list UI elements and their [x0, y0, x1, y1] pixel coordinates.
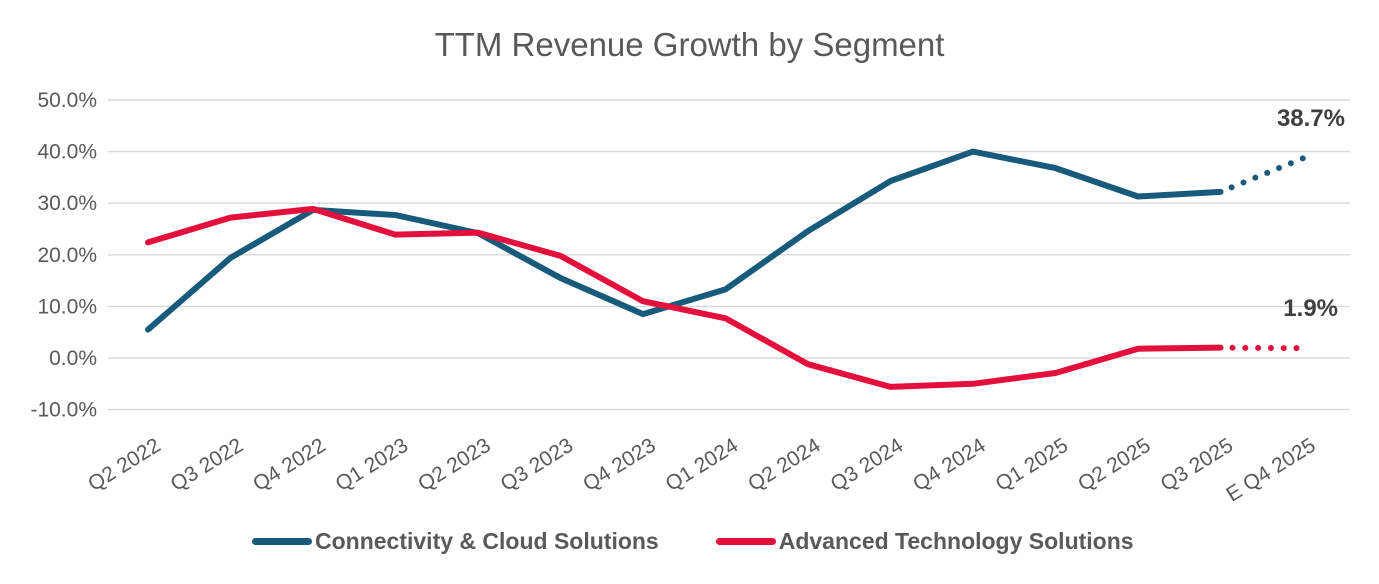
x-axis-tick-label: Q1 2024 — [662, 434, 743, 496]
x-axis-tick-label: E Q4 2025 — [1222, 434, 1319, 507]
x-axis-tick-label: Q4 2022 — [249, 434, 330, 496]
x-axis-tick-label: Q2 2023 — [414, 434, 495, 496]
x-axis-tick-label: Q2 2025 — [1074, 434, 1155, 496]
legend-label-advanced-tech: Advanced Technology Solutions — [778, 528, 1134, 554]
x-axis-tick-label: Q1 2025 — [992, 434, 1073, 496]
x-axis-tick-label: Q3 2023 — [497, 434, 578, 496]
x-axis-tick-label: Q2 2022 — [84, 434, 165, 496]
legend-swatch-connectivity-icon — [252, 538, 312, 545]
y-axis-tick-label: 40.0% — [37, 141, 97, 164]
x-axis-tick-label: Q4 2023 — [579, 434, 660, 496]
y-axis-tick-label: -10.0% — [30, 399, 97, 422]
x-axis-tick-label: Q1 2023 — [332, 434, 413, 496]
legend-label-connectivity: Connectivity & Cloud Solutions — [315, 528, 659, 554]
annotation-advanced-tech-final-value: 1.9% — [1283, 295, 1338, 322]
y-axis-tick-label: 30.0% — [37, 192, 97, 215]
legend-item-advanced-tech: Advanced Technology Solutions — [715, 528, 1134, 555]
annotation-connectivity-final-value: 38.7% — [1276, 105, 1345, 132]
y-axis-tick-label: 20.0% — [37, 244, 97, 267]
x-axis-tick-label: Q3 2022 — [167, 434, 248, 496]
series-line-advanced-tech — [145, 205, 1224, 390]
y-axis-tick-label: 0.0% — [49, 347, 97, 370]
series-forecast-dotted-connectivity — [1228, 155, 1306, 191]
y-axis-tick-label: 50.0% — [37, 89, 97, 112]
x-axis-tick-label: Q4 2024 — [909, 434, 990, 496]
x-axis-tick-label: Q3 2024 — [827, 434, 908, 496]
x-axis-tick-label: Q2 2024 — [744, 434, 825, 496]
series-line-connectivity — [145, 148, 1224, 333]
chart-legend: Connectivity & Cloud Solutions Advanced … — [252, 528, 1134, 555]
chart-title: TTM Revenue Growth by Segment — [434, 26, 945, 63]
legend-item-connectivity: Connectivity & Cloud Solutions — [252, 528, 659, 555]
legend-swatch-advanced-tech-icon — [715, 538, 776, 545]
y-axis-tick-label: 10.0% — [37, 295, 97, 318]
